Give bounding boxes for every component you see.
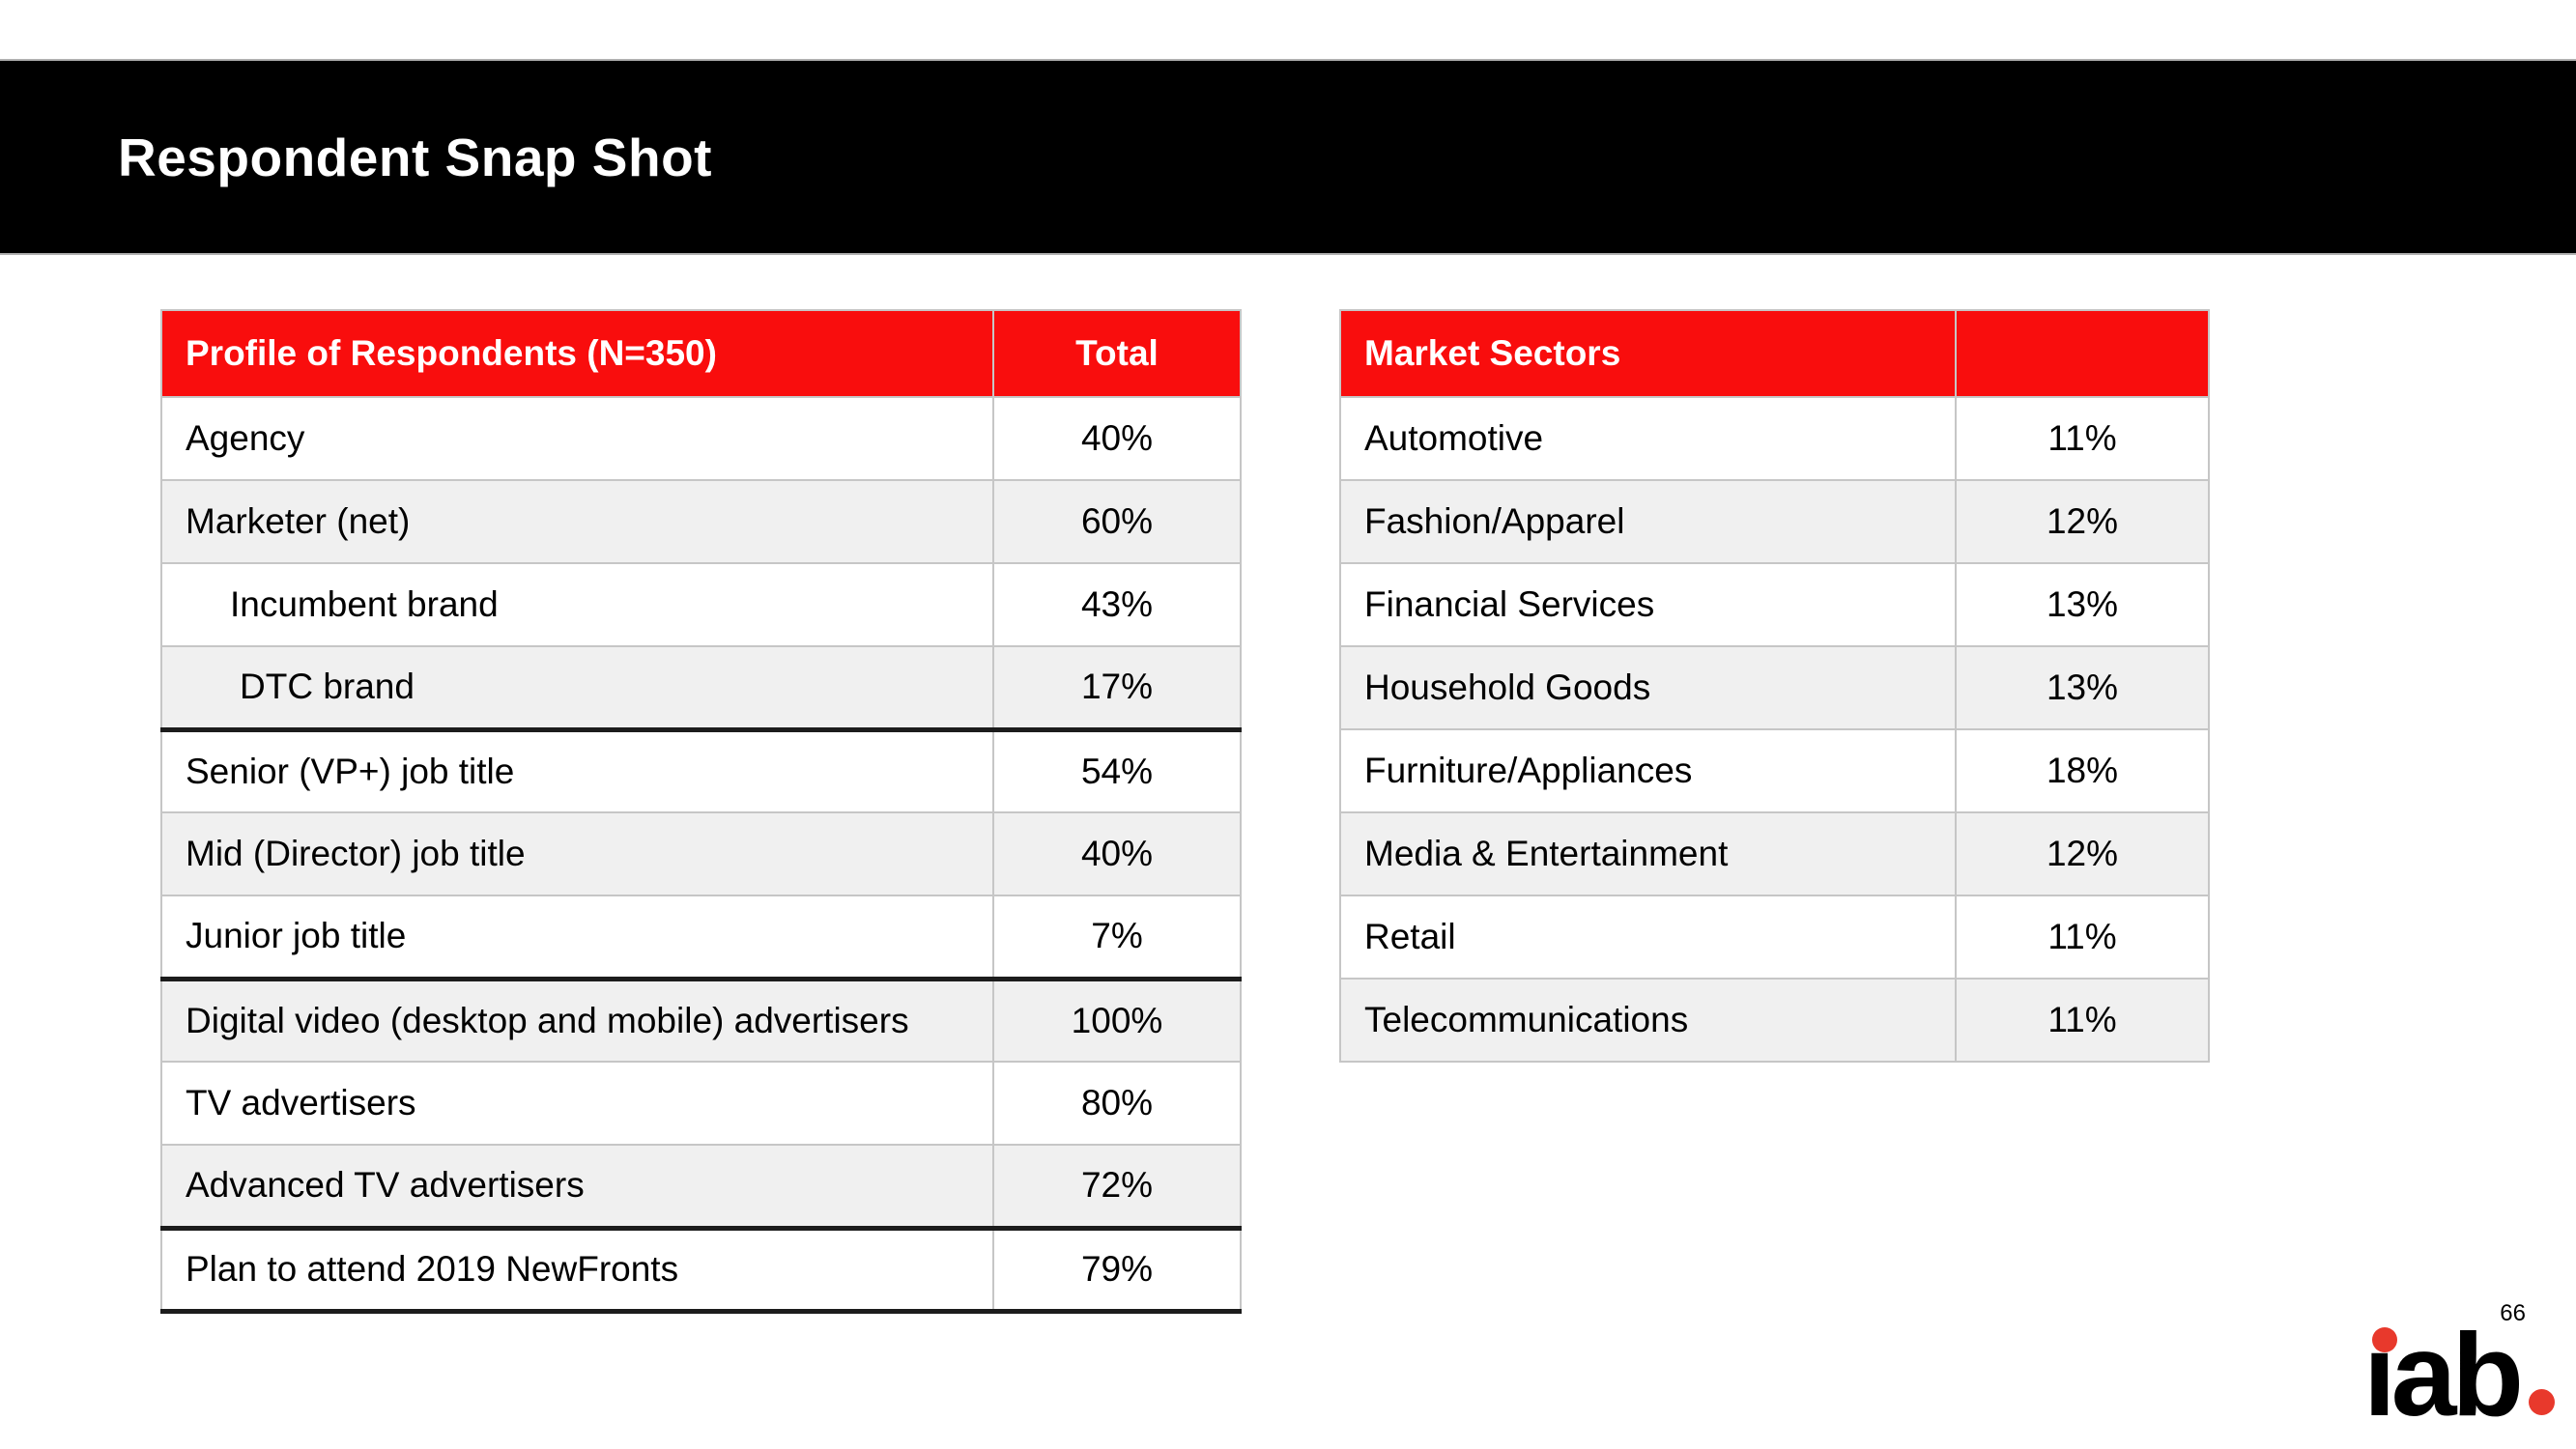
row-label: Marketer (net) [160, 479, 994, 564]
table-row: Automotive 11% [1339, 396, 2210, 481]
table-row: Fashion/Apparel 12% [1339, 479, 2210, 564]
row-label: Senior (VP+) job title [160, 728, 994, 813]
row-label: Mid (Director) job title [160, 811, 994, 896]
row-value: 60% [992, 479, 1242, 564]
table-row: DTC brand 17% [160, 645, 1242, 732]
row-label: Financial Services [1339, 562, 1957, 647]
row-value: 72% [992, 1144, 1242, 1231]
row-value: 43% [992, 562, 1242, 647]
table-header-row: Profile of Respondents (N=350) Total [160, 309, 1242, 398]
table-row: Plan to attend 2019 NewFronts 79% [160, 1227, 1242, 1314]
page-title: Respondent Snap Shot [118, 127, 712, 187]
table-row: Telecommunications 11% [1339, 978, 2210, 1063]
row-value: 11% [1955, 895, 2210, 980]
row-value: 79% [992, 1227, 1242, 1314]
row-value: 17% [992, 645, 1242, 732]
row-value: 11% [1955, 978, 2210, 1063]
row-value: 13% [1955, 562, 2210, 647]
title-bar: Respondent Snap Shot [0, 59, 2576, 255]
row-value: 80% [992, 1061, 1242, 1146]
profile-table: Profile of Respondents (N=350) Total Age… [160, 309, 1242, 1314]
table-row: Mid (Director) job title 40% [160, 811, 1242, 896]
market-sectors-table: Market Sectors Automotive 11% Fashion/Ap… [1339, 309, 2210, 1063]
row-value: 7% [992, 895, 1242, 981]
row-label: Telecommunications [1339, 978, 1957, 1063]
table-row: Agency 40% [160, 396, 1242, 481]
table-row: Incumbent brand 43% [160, 562, 1242, 647]
table-row: Marketer (net) 60% [160, 479, 1242, 564]
row-label: Furniture/Appliances [1339, 728, 1957, 813]
row-value: 11% [1955, 396, 2210, 481]
logo-i-dot [2371, 1327, 2397, 1352]
row-value: 54% [992, 728, 1242, 813]
table-row: Advanced TV advertisers 72% [160, 1144, 1242, 1231]
row-label: Household Goods [1339, 645, 1957, 730]
row-label: Junior job title [160, 895, 994, 981]
profile-table-total-header: Total [992, 309, 1242, 398]
table-row: Digital video (desktop and mobile) adver… [160, 978, 1242, 1063]
page-number: 66 [2500, 1300, 2526, 1326]
row-label: Retail [1339, 895, 1957, 980]
row-label: Digital video (desktop and mobile) adver… [160, 978, 994, 1063]
row-value: 100% [992, 978, 1242, 1063]
market-sectors-title: Market Sectors [1339, 309, 1957, 398]
profile-table-title: Profile of Respondents (N=350) [160, 309, 994, 398]
row-label: Fashion/Apparel [1339, 479, 1957, 564]
table-row: Senior (VP+) job title 54% [160, 728, 1242, 813]
table-header-row: Market Sectors [1339, 309, 2210, 398]
table-row: Financial Services 13% [1339, 562, 2210, 647]
row-label: Agency [160, 396, 994, 481]
market-sectors-empty-header [1955, 309, 2210, 398]
table-row: Household Goods 13% [1339, 645, 2210, 730]
row-value: 40% [992, 811, 1242, 896]
row-label: Advanced TV advertisers [160, 1144, 994, 1231]
row-label: Incumbent brand [160, 562, 994, 647]
row-label: TV advertisers [160, 1061, 994, 1146]
brand-logo: ıab [2363, 1316, 2555, 1434]
row-value: 13% [1955, 645, 2210, 730]
row-value: 40% [992, 396, 1242, 481]
logo-period-dot [2529, 1389, 2555, 1415]
table-row: Furniture/Appliances 18% [1339, 728, 2210, 813]
row-value: 12% [1955, 479, 2210, 564]
table-row: Junior job title 7% [160, 895, 1242, 981]
row-label: Plan to attend 2019 NewFronts [160, 1227, 994, 1314]
row-label: Media & Entertainment [1339, 811, 1957, 896]
row-value: 18% [1955, 728, 2210, 813]
row-value: 12% [1955, 811, 2210, 896]
row-label: Automotive [1339, 396, 1957, 481]
table-row: TV advertisers 80% [160, 1061, 1242, 1146]
table-row: Media & Entertainment 12% [1339, 811, 2210, 896]
row-label: DTC brand [160, 645, 994, 732]
table-row: Retail 11% [1339, 895, 2210, 980]
